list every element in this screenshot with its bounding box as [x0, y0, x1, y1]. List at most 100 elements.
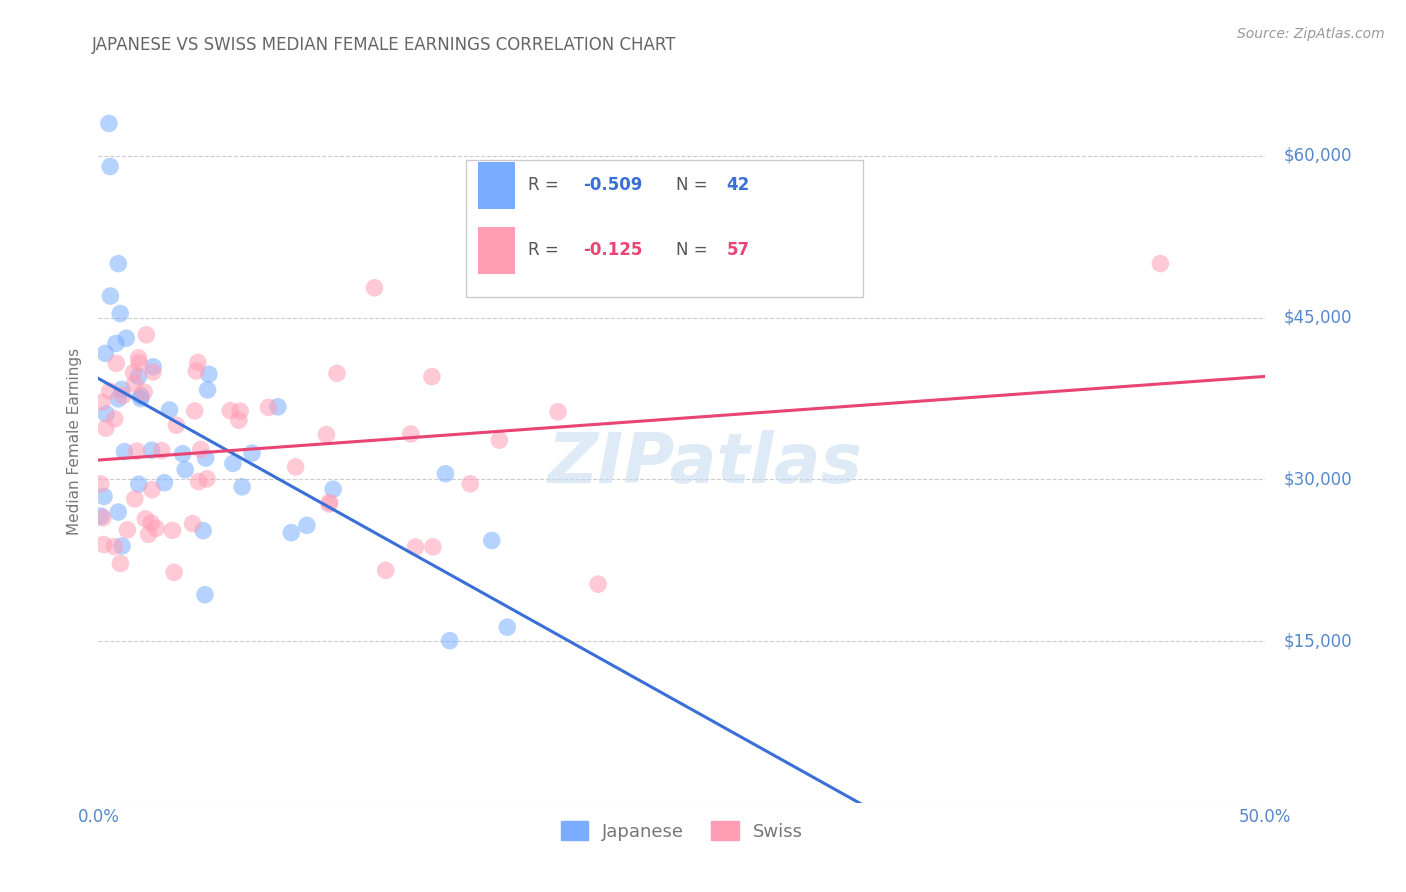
Point [104, 412, 127, 426]
Point [129, 389, 152, 403]
Point [284, 459, 307, 474]
Point [399, 427, 422, 442]
Point [96, 407, 118, 421]
Point [91, 510, 114, 524]
Text: 57: 57 [727, 241, 749, 259]
Point [94, 346, 117, 360]
Point [586, 577, 609, 591]
Point [458, 476, 481, 491]
Point [128, 369, 150, 384]
Point [194, 588, 217, 602]
Point [434, 467, 457, 481]
Point [190, 442, 212, 457]
Point [117, 523, 139, 537]
Point [103, 540, 125, 554]
Point [110, 307, 132, 321]
FancyBboxPatch shape [465, 160, 863, 297]
Point [111, 539, 134, 553]
Point [222, 456, 245, 470]
Point [111, 383, 134, 397]
Y-axis label: Median Female Earnings: Median Female Earnings [67, 348, 83, 535]
Point [187, 355, 209, 369]
Point [197, 383, 219, 397]
Point [318, 495, 340, 509]
Point [115, 331, 138, 345]
Point [128, 356, 150, 370]
Text: $15,000: $15,000 [1284, 632, 1353, 650]
Text: -0.125: -0.125 [582, 241, 643, 259]
Point [488, 433, 510, 447]
Point [98, 160, 121, 174]
Point [194, 451, 217, 466]
Point [107, 257, 129, 271]
Point [163, 566, 186, 580]
Point [135, 327, 157, 342]
Point [318, 497, 340, 511]
Text: R =: R = [527, 176, 564, 194]
Point [124, 491, 146, 506]
Point [145, 521, 167, 535]
Point [125, 444, 148, 458]
Point [150, 443, 173, 458]
Point [165, 418, 187, 433]
Point [100, 289, 122, 303]
Point [422, 540, 444, 554]
Text: N =: N = [676, 176, 713, 194]
Point [105, 356, 128, 370]
Point [94, 421, 117, 435]
Point [129, 392, 152, 406]
Text: $30,000: $30,000 [1284, 470, 1353, 488]
Point [240, 446, 263, 460]
Point [198, 368, 221, 382]
Point [315, 427, 337, 442]
Legend: Japanese, Swiss: Japanese, Swiss [554, 814, 810, 848]
Point [141, 516, 163, 530]
Point [186, 364, 208, 378]
Point [112, 389, 135, 403]
Point [187, 475, 209, 489]
Point [374, 563, 396, 577]
Point [128, 351, 150, 365]
Point [496, 620, 519, 634]
Point [231, 480, 253, 494]
Point [90, 476, 112, 491]
Point [124, 376, 146, 391]
Point [122, 366, 145, 380]
Point [322, 482, 344, 496]
Point [107, 392, 129, 406]
Text: N =: N = [676, 241, 713, 259]
Point [439, 633, 461, 648]
Point [107, 505, 129, 519]
Point [280, 525, 302, 540]
Point [159, 403, 181, 417]
Text: R =: R = [527, 241, 564, 259]
Point [172, 447, 194, 461]
Point [174, 463, 197, 477]
Point [181, 516, 204, 531]
Point [228, 413, 250, 427]
Point [405, 540, 427, 554]
Point [183, 404, 205, 418]
Point [93, 490, 115, 504]
Point [91, 395, 114, 409]
Point [162, 524, 184, 538]
Point [547, 405, 569, 419]
Point [267, 400, 290, 414]
Point [98, 384, 121, 398]
Point [326, 367, 349, 381]
Point [141, 483, 163, 497]
FancyBboxPatch shape [478, 161, 515, 209]
Point [134, 512, 156, 526]
Point [1149, 257, 1171, 271]
Point [110, 557, 132, 571]
Point [481, 533, 503, 548]
Point [90, 509, 112, 524]
Text: $45,000: $45,000 [1284, 309, 1353, 326]
Text: JAPANESE VS SWISS MEDIAN FEMALE EARNINGS CORRELATION CHART: JAPANESE VS SWISS MEDIAN FEMALE EARNINGS… [91, 36, 676, 54]
FancyBboxPatch shape [478, 227, 515, 274]
Point [363, 281, 385, 295]
Point [153, 475, 176, 490]
Point [134, 385, 156, 400]
Point [141, 443, 163, 458]
Text: $60,000: $60,000 [1284, 147, 1353, 165]
